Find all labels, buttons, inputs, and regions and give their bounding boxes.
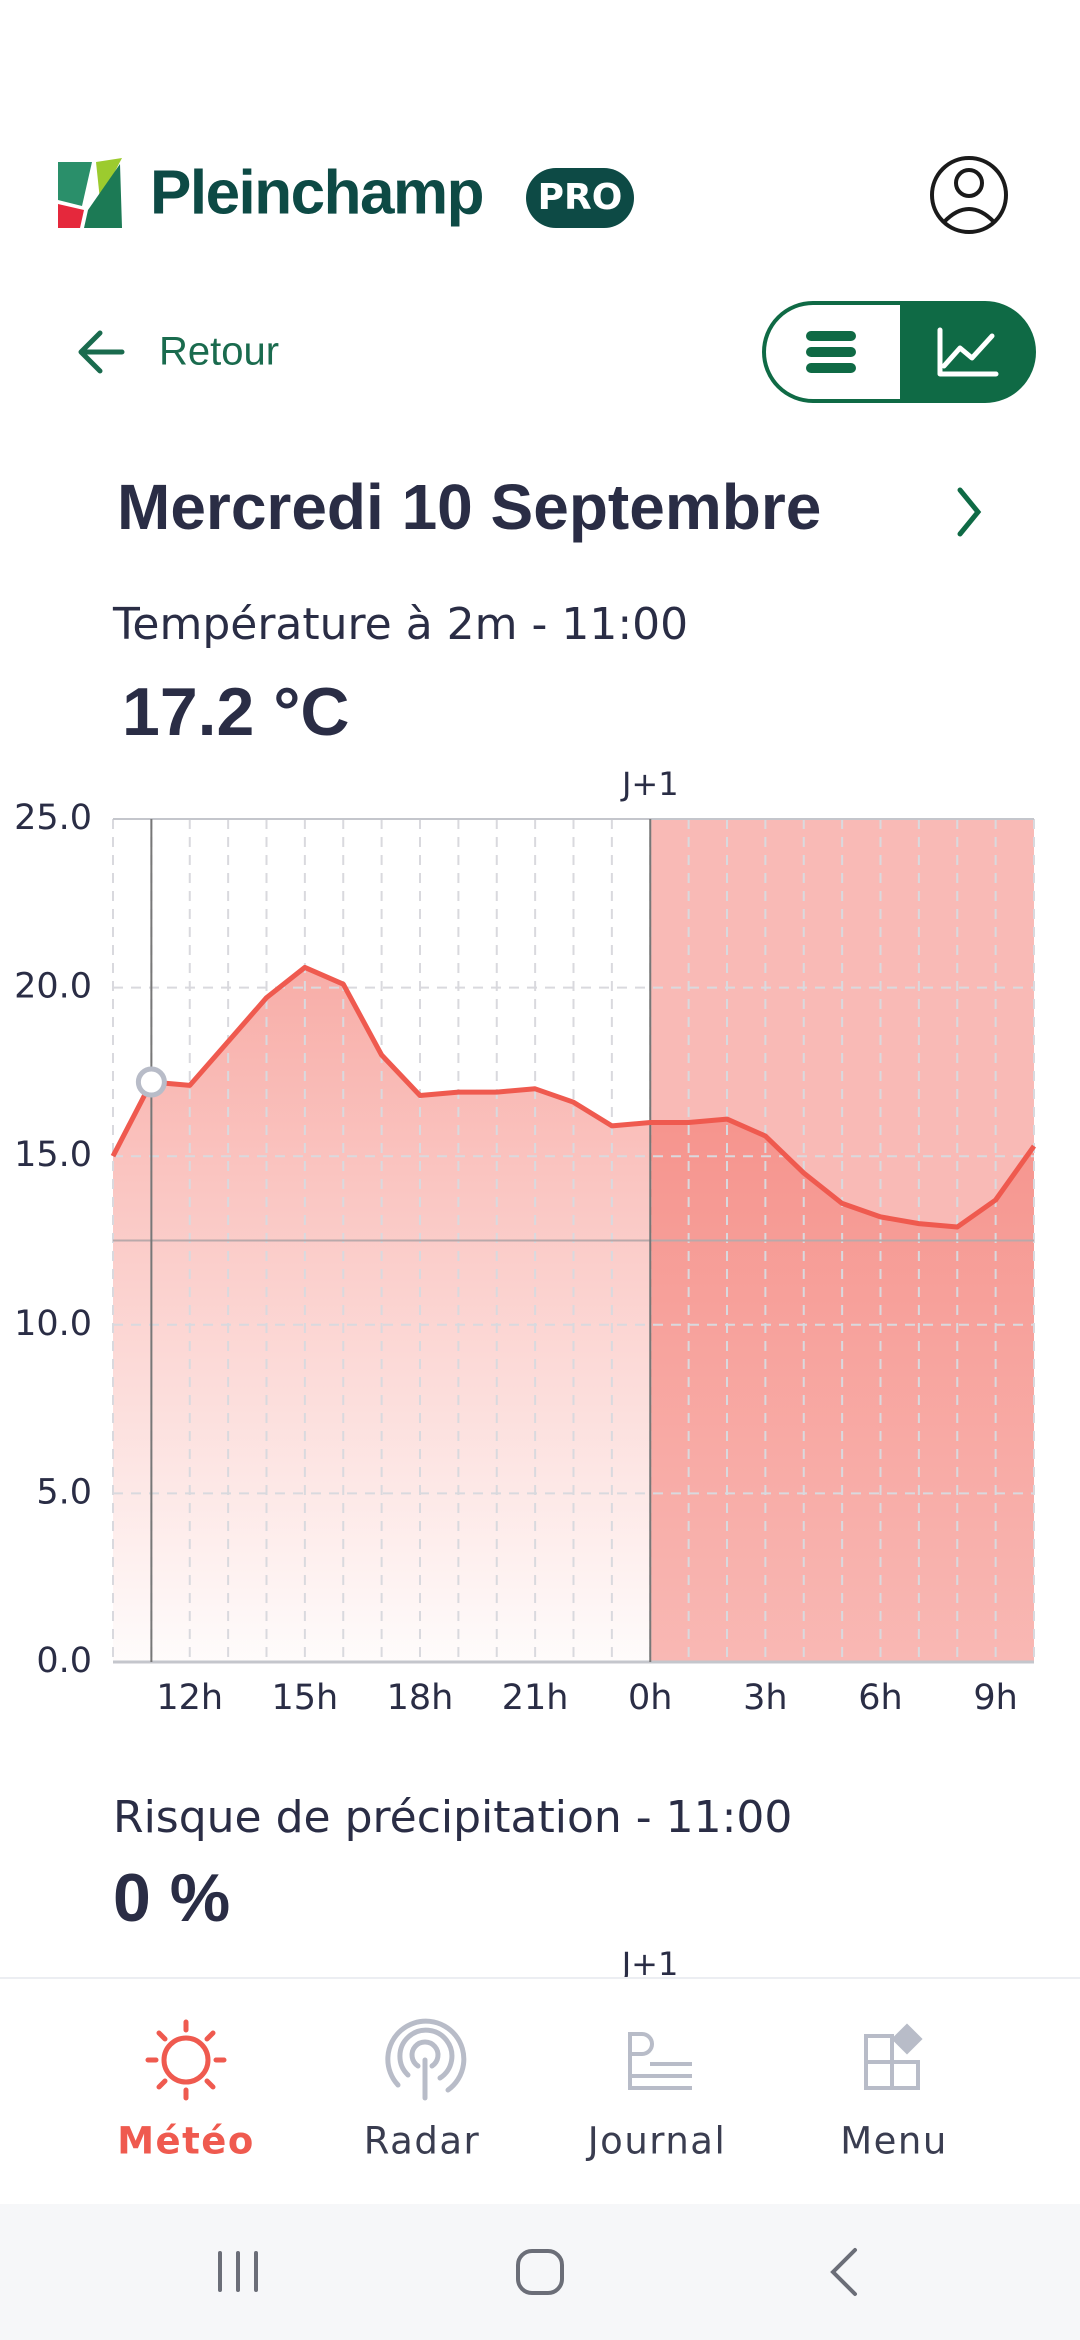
profile-button[interactable] [930,156,1008,234]
x-tick-label: 0h [628,1678,672,1718]
cursor-point [135,1066,167,1098]
y-tick-label: 15.0 [14,1135,92,1175]
annotation: J+1 [620,765,679,803]
x-tick-label: 18h [387,1678,454,1718]
x-tick-label: 9h [973,1678,1017,1718]
badge-bg [526,168,634,228]
icon-journal [628,2032,692,2090]
icon-menu [864,2023,923,2090]
temperature-value: 17.2 °C [122,674,350,750]
tab-label[interactable]: Radar [364,2120,480,2163]
tab-label[interactable]: Journal [586,2120,726,2163]
tab-bar [0,1978,1080,2204]
system-buttons[interactable] [218,2248,857,2296]
precipitation-value: 0 % [113,1860,230,1936]
system-nav [0,2204,1080,2340]
tabs: Météo Radar Journal Menu [117,2120,948,2163]
back-button[interactable]: Retour [78,330,279,374]
y-tick-label: 5.0 [36,1472,92,1512]
x-tick-label: 12h [156,1678,223,1718]
view-toggle[interactable] [762,301,1036,403]
x-tick-label: 3h [743,1678,787,1718]
back-arrow [78,330,125,374]
back-label: Retour [159,330,279,374]
icon-radar [385,2018,467,2101]
logo[interactable] [58,158,122,228]
brand: Pleinchamp [150,158,483,227]
temperature-label: Température à 2m - 11:00 [112,599,688,650]
y-tick-label: 0.0 [36,1641,92,1681]
tab-label[interactable]: Menu [840,2120,948,2163]
line [110,964,1037,1230]
precipitation-label: Risque de précipitation - 11:00 [113,1792,792,1843]
precipitation-annotation: J+1 [620,1945,679,1983]
x-tick-label: 6h [858,1678,902,1718]
tab-label[interactable]: Météo [117,2120,255,2163]
date-title: Mercredi 10 Septembre [117,471,821,543]
y-tick-label: 25.0 [14,798,92,838]
y-tick-label: 20.0 [14,967,92,1007]
badge: PRO [538,177,623,218]
x-tick-label: 21h [502,1678,569,1718]
y-tick-label: 10.0 [14,1304,92,1344]
x-tick-label: 15h [272,1678,339,1718]
temperature-chart: J+1 0.0 5.0 10.0 15.0 20.0 25.0 12h 15h 18h 21h 0h 3… [14,765,1037,1718]
next-day[interactable] [957,487,982,537]
icon-sun [145,2019,227,2101]
